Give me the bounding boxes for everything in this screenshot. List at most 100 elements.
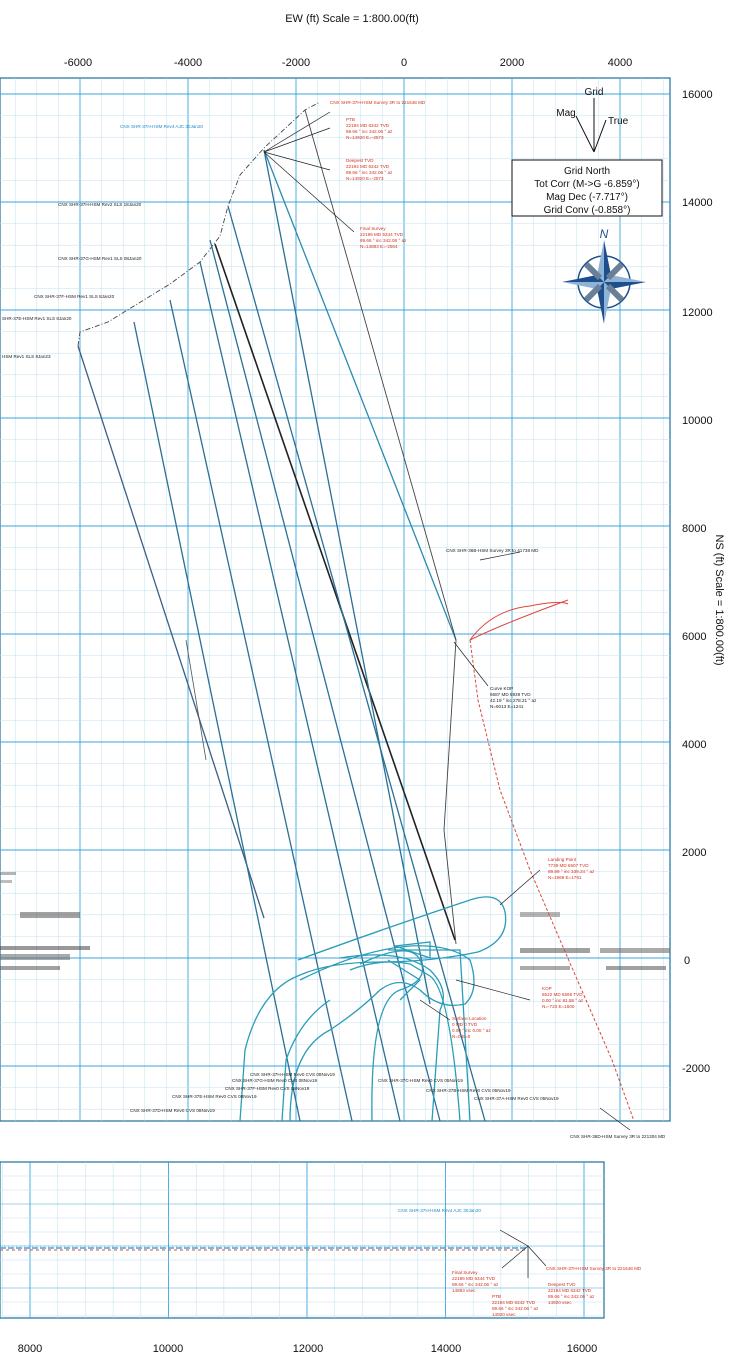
leader-lines [263,111,631,1131]
section-callout-final: Final Survey 22196 MD 6344 TVD 89.66 ° i… [452,1270,499,1293]
top-tick-label: -2000 [282,57,310,69]
lateral-line-c [169,299,353,1122]
svg-text:22194 MD 6342 TVD: 22194 MD 6342 TVD [548,1288,592,1293]
build-curves [239,896,507,1122]
lateral-line-b [133,321,301,1122]
svg-text:14883 vsec: 14883 vsec [452,1288,476,1293]
svg-text:N=14920 E=-2573: N=14920 E=-2573 [346,135,384,140]
north-arrow-true-label: True [608,116,629,127]
svg-text:89.66 ° inc 342.06 ° az: 89.66 ° inc 342.06 ° az [548,1294,595,1299]
bottom-tick-label: 10000 [153,1343,184,1355]
svg-text:N=1969 E=1791: N=1969 E=1791 [548,875,582,880]
plan-label: CNX SHR-37H-HSM Rev2 SLS 18Jan20 [58,202,142,207]
svg-text:89.66 ° inc 342.06 ° az: 89.66 ° inc 342.06 ° az [346,129,393,134]
svg-text:Curve KOP: Curve KOP [490,686,513,691]
svg-text:Landing Point: Landing Point [548,857,577,862]
top-tick-label: 2000 [500,57,524,69]
svg-text:N=-723 E=1500: N=-723 E=1500 [542,1004,575,1009]
right-tick-label: 10000 [682,415,713,427]
lateral-line-g [227,205,486,1122]
callout-final: Final Survey 22196 MD 6344 TVD 89.66 ° i… [360,226,407,249]
top-axis-ticks: -6000 -4000 -2000 0 2000 4000 [64,57,632,69]
top-tick-label: 4000 [608,57,632,69]
top-tick-label: 0 [401,57,407,69]
right-axis-title: NS (ft) Scale = 1:800.00(ft) [713,534,725,665]
plan-label: CNX SHR-37G-HSM Rev0 CVS 08Nov19 [232,1078,317,1083]
survey-boundary-line [304,109,457,641]
plan-label: CNX SHR-36D-HSM Survey 3R to 221304 MD [570,1134,666,1139]
grid-north-tot-corr: Tot Corr (M->G -6.859°) [534,179,639,190]
plan-labels: CNX SHR-37H-HSM Survey 3R to 221648 MD C… [2,100,666,1139]
plan-label: HSM Rev1 SLS 8Jan23 [2,354,51,359]
lateral-line-a [77,345,265,919]
svg-text:6687 MD 5939 TVD: 6687 MD 5939 TVD [490,692,531,697]
lateral-line-d [199,261,401,1122]
bottom-tick-label: 12000 [293,1343,324,1355]
callout-deepest: Deepest TVD 22194 MD 6342 TVD 89.66 ° in… [346,158,393,181]
scan-noise [0,872,670,970]
section-callout-deepest: Deepest TVD 22194 MD 6342 TVD 89.66 ° in… [548,1282,595,1305]
section-frame [0,1161,605,1319]
svg-text:N=14920 E=-2573: N=14920 E=-2573 [346,176,384,181]
top-axis-title: EW (ft) Scale = 1:800.00(ft) [285,13,419,25]
lease-boundary [77,101,321,347]
plan-label: CNX SHR-37D-HSM Rev0 CVS 08Nov19 [130,1108,215,1113]
right-tick-label: 4000 [682,739,706,751]
svg-text:0.00 ° inc 81.58 ° az: 0.00 ° inc 81.58 ° az [542,998,584,1003]
plan-label: CNX SHR-37H-HSM Survey 3R to 221648 MD [330,100,426,105]
right-axis-ticks: 16000 14000 12000 10000 8000 6000 4000 2… [682,89,713,1075]
compass-rose-icon: N [562,227,646,324]
svg-text:22196 MD 6344 TVD: 22196 MD 6344 TVD [360,232,404,237]
plan-label: CNX SHR-37H-HSM Rev4 AJC 30Jan20 [120,124,203,129]
bottom-tick-label: 16000 [567,1343,598,1355]
lateral-line-i [263,149,431,1005]
grid-north-grid-conv: Grid Conv (-0.858°) [544,205,631,216]
svg-text:89.66 ° inc 342.06 ° az: 89.66 ° inc 342.06 ° az [360,238,407,243]
svg-text:22194 MD 6342 TVD: 22194 MD 6342 TVD [346,164,390,169]
callout-curve-kop: Curve KOP 6687 MD 5939 TVD 42.19 ° inc 2… [490,686,537,709]
lateral-line-f [214,243,456,941]
svg-text:22194 MD 6342 TVD: 22194 MD 6342 TVD [492,1300,536,1305]
lateral-line-e [209,239,441,1122]
plan-label: CNX SHR-37H-HSM Rev0 CVS 08Nov19 [250,1072,335,1077]
svg-text:14920 vsec: 14920 vsec [492,1312,516,1317]
grid-north-title: Grid North [564,166,610,177]
right-tick-label: 14000 [682,197,713,209]
svg-text:0 MD 0 TVD: 0 MD 0 TVD [452,1022,478,1027]
svg-text:Deepest TVD: Deepest TVD [548,1282,576,1287]
right-tick-label: 6000 [682,631,706,643]
svg-text:Surface Location: Surface Location [452,1016,487,1021]
bottom-tick-label: 14000 [431,1343,462,1355]
plan-label: CNX SHR-37B-HSM Rev0 CVS 05Nov19 [426,1088,511,1093]
svg-text:89.66 ° inc 342.06 ° az: 89.66 ° inc 342.06 ° az [346,170,393,175]
svg-text:0.00 ° inc 0.00 ° az: 0.00 ° inc 0.00 ° az [452,1028,491,1033]
svg-text:PTB: PTB [346,117,355,122]
svg-text:42.19 ° inc 278.21 ° az: 42.19 ° inc 278.21 ° az [490,698,537,703]
svg-text:22194 MD 6342 TVD: 22194 MD 6342 TVD [346,123,390,128]
right-tick-label: 2000 [682,847,706,859]
plan-label: CNX SHR-37F-HSM Rev0 CVS 08Nov19 [225,1086,310,1091]
lateral-line-h [263,149,457,641]
svg-text:KOP: KOP [542,986,552,991]
right-tick-label: 8000 [682,523,706,535]
offset-survey [469,599,635,1122]
plan-label: CNX SHR-37C-HSM Rev0 CVS 05Nov19 [378,1078,463,1083]
section-view: CNX SHR-37H-HSM Rev4 AJC 30Jan20 CNX SHR… [0,1161,642,1319]
plan-label: CNX SHR-37G-HSM Rev1 SLS 08Jan20 [58,256,142,261]
grid-north-mag-dec: Mag Dec (-7.717°) [546,192,628,203]
north-arrow-mag-label: Mag [556,108,575,119]
plan-view: PTB 22194 MD 6342 TVD 89.66 ° inc 342.06… [0,77,671,1139]
top-tick-label: -4000 [174,57,202,69]
section-callout-ptb: PTB 22194 MD 6342 TVD 89.66 ° inc 342.06… [492,1294,539,1317]
svg-text:89.89 ° inc 339.24 ° az: 89.89 ° inc 339.24 ° az [548,869,595,874]
plan-label: SHR-37E-HSM Rev1 SLS 8Jan20 [2,316,72,321]
callout-surface: Surface Location 0 MD 0 TVD 0.00 ° inc 0… [452,1016,491,1039]
svg-text:N=14883 E=-2564: N=14883 E=-2564 [360,244,398,249]
svg-text:N=0 E=0: N=0 E=0 [452,1034,471,1039]
right-tick-label: 0 [684,955,690,967]
svg-text:Final Survey: Final Survey [452,1270,478,1275]
svg-text:PTB: PTB [492,1294,501,1299]
svg-text:7739 MD 6507 TVD: 7739 MD 6507 TVD [548,863,589,868]
